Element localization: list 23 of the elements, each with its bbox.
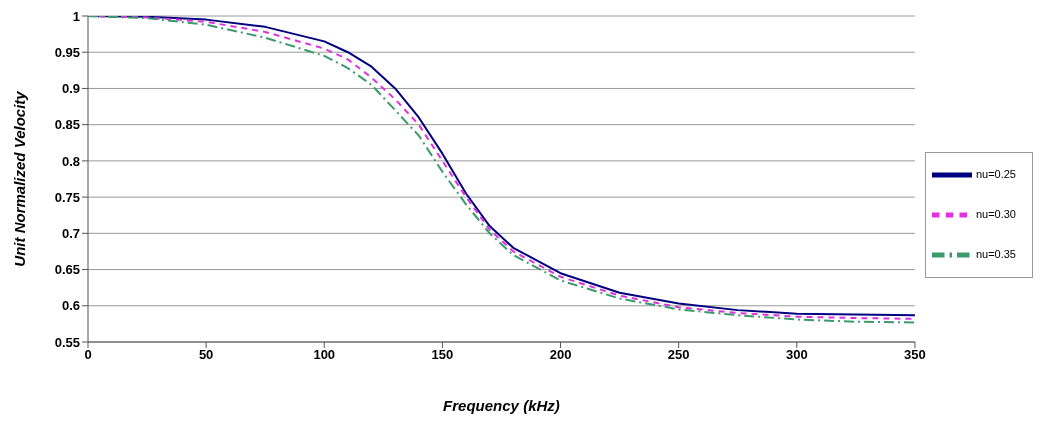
legend-label: nu=0.25 [975, 167, 1016, 180]
legend-label: nu=0.30 [975, 207, 1016, 220]
y-tick-label: 0.8 [61, 153, 80, 169]
y-tick-label: 0.65 [54, 262, 80, 278]
y-tick-label: 0.75 [54, 189, 80, 205]
x-tick-label: 200 [549, 347, 572, 363]
y-tick-label: 0.6 [61, 298, 80, 314]
x-axis-title: Frequency (kHz) [443, 396, 560, 414]
x-tick-label: 0 [84, 347, 92, 363]
legend-label: nu=0.35 [975, 247, 1016, 260]
y-tick-label: 0.85 [54, 117, 80, 133]
x-tick-label: 150 [431, 347, 454, 363]
y-tick-label: 0.9 [61, 81, 80, 97]
y-tick-label: 0.95 [54, 44, 80, 60]
x-tick-label: 300 [785, 347, 808, 363]
y-tick-label: 0.7 [61, 225, 80, 241]
x-tick-label: 50 [198, 347, 214, 363]
y-tick-label: 0.55 [54, 334, 80, 350]
x-tick-label: 250 [667, 347, 690, 363]
x-tick-label: 100 [313, 347, 336, 363]
y-tick-label: 1 [72, 8, 80, 24]
x-tick-label: 350 [904, 347, 926, 363]
y-axis-title: Unit Normalized Velocity [11, 90, 29, 267]
